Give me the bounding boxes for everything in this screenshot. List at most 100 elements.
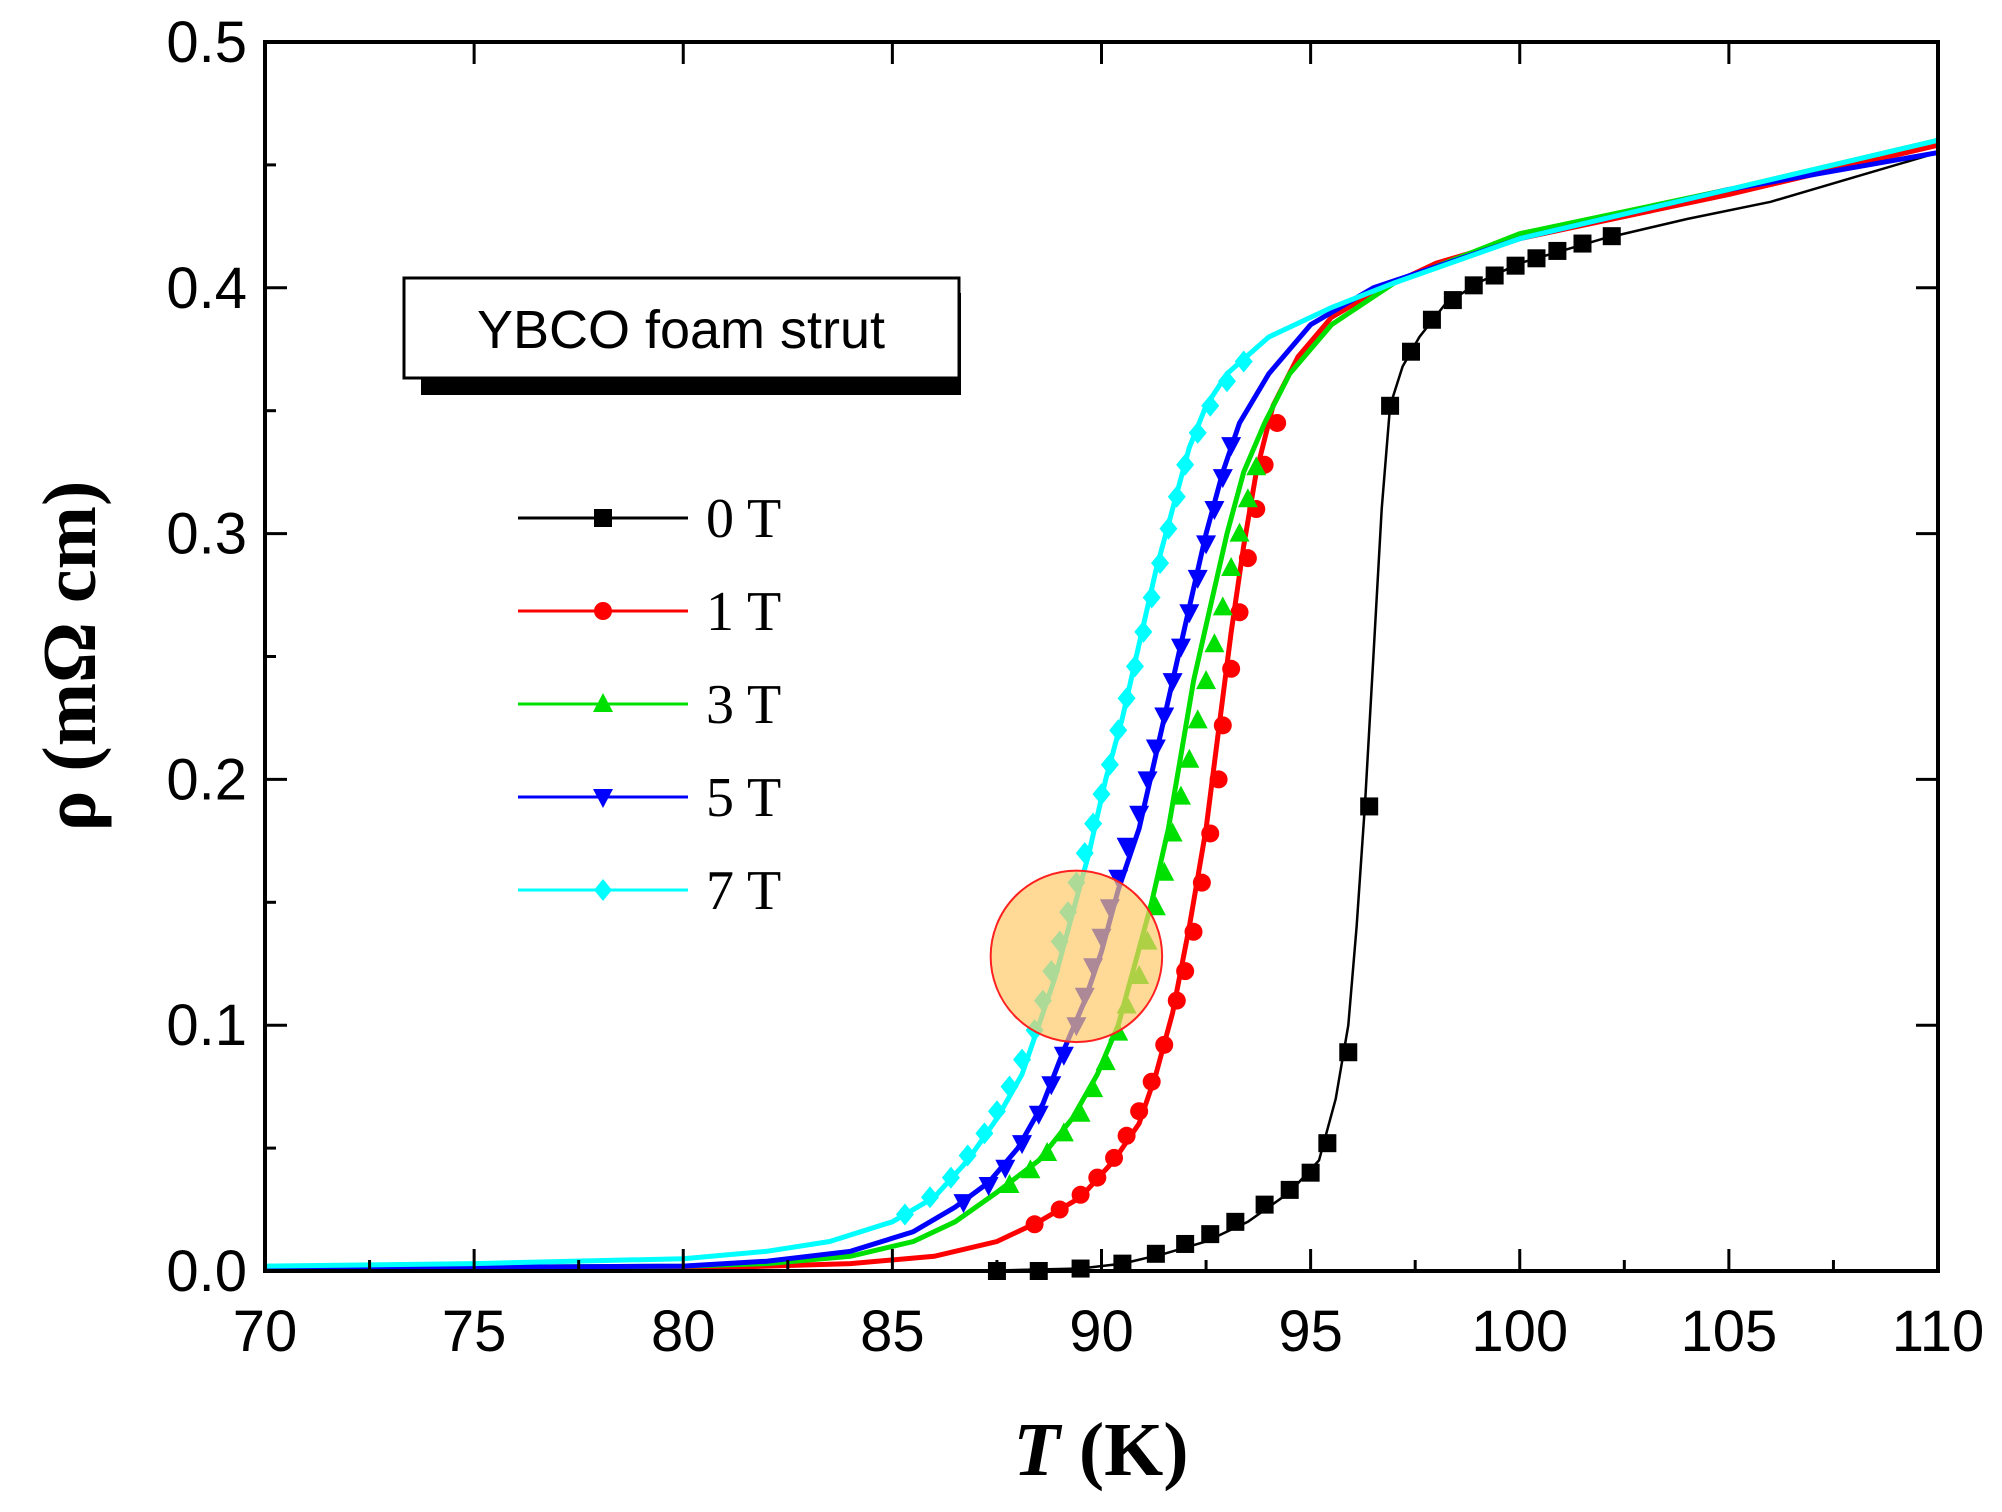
data-point [1155, 1035, 1174, 1054]
x-axis-title: T (K) [1013, 1408, 1188, 1492]
annotation-text: YBCO foam strut [477, 300, 885, 360]
data-point [1187, 569, 1208, 589]
data-point [975, 1122, 994, 1145]
highlight-layer [989, 869, 1164, 1044]
data-point [1159, 517, 1178, 540]
data-point [1170, 638, 1191, 658]
data-point [1092, 783, 1111, 806]
data-point [1109, 719, 1128, 742]
data-point [1037, 1142, 1058, 1162]
data-point [1381, 396, 1400, 415]
y-tick-label: 0.4 [166, 256, 247, 321]
data-point [1268, 413, 1287, 432]
data-point [1154, 707, 1175, 727]
data-point [1213, 716, 1232, 735]
x-tick-label: 110 [1892, 1299, 1984, 1364]
legend-label: 1 T [706, 581, 781, 643]
data-point [1176, 453, 1195, 476]
data-point [1179, 748, 1200, 768]
data-point [1176, 962, 1195, 981]
data-point [1422, 310, 1441, 329]
data-point [987, 1100, 1006, 1123]
data-point [1145, 896, 1166, 916]
data-point [1020, 1159, 1041, 1179]
data-point [1209, 770, 1228, 789]
data-point [1053, 1122, 1074, 1142]
data-point [958, 1144, 977, 1167]
data-point [1142, 586, 1161, 609]
data-point [1602, 227, 1621, 246]
highlight-circle [989, 869, 1164, 1044]
data-point [1201, 1225, 1220, 1244]
data-point [1192, 873, 1211, 892]
data-point [1050, 1200, 1069, 1219]
legend-label: 0 T [706, 488, 781, 550]
x-tick-label: 70 [233, 1299, 298, 1364]
series-1t [265, 142, 1939, 1271]
data-point [1151, 552, 1170, 575]
data-point [1184, 922, 1203, 941]
data-point [1527, 249, 1546, 268]
data-point [1548, 241, 1567, 260]
series-0t [264, 151, 1939, 1280]
data-point [1075, 842, 1094, 865]
legend: 0 T 1 T 3 T 5 T 7 T [518, 488, 781, 922]
data-point [1142, 1072, 1161, 1091]
x-tick-label: 80 [651, 1299, 716, 1364]
y-tick-label: 0.0 [166, 1239, 247, 1304]
data-point [1113, 1254, 1132, 1273]
data-point [1226, 1212, 1245, 1231]
x-axis-title-symbol: T [1013, 1408, 1062, 1492]
data-point [895, 1203, 914, 1226]
data-point [999, 1173, 1020, 1193]
data-point [1506, 256, 1525, 275]
data-point [1170, 785, 1191, 805]
data-point [1083, 1078, 1104, 1098]
data-point [1095, 1051, 1116, 1071]
data-point [1041, 1076, 1062, 1096]
x-tick-label: 90 [1069, 1299, 1134, 1364]
data-point [1238, 549, 1257, 568]
legend-marker [594, 602, 612, 620]
legend-label: 5 T [706, 767, 781, 829]
legend-marker [594, 879, 612, 901]
data-point [1084, 812, 1103, 835]
series-line [264, 150, 1939, 1271]
data-point [1179, 604, 1200, 624]
legend-label: 3 T [706, 674, 781, 736]
data-point [1230, 603, 1249, 622]
data-point [1129, 805, 1150, 825]
data-point [1137, 771, 1158, 791]
data-point [1176, 1234, 1195, 1253]
y-axis-title: ρ (mΩ cm) [28, 481, 112, 832]
data-point [1221, 437, 1242, 457]
data-point [1280, 1180, 1299, 1199]
x-tick-label: 95 [1278, 1299, 1343, 1364]
data-point [1125, 655, 1144, 678]
series-line [264, 137, 1939, 1269]
data-point [1196, 535, 1217, 555]
data-point [1012, 1135, 1033, 1155]
y-tick-label: 0.3 [166, 502, 247, 567]
data-point [1217, 370, 1236, 393]
data-point [1167, 485, 1186, 508]
data-point [1116, 837, 1137, 857]
data-point [1255, 1195, 1274, 1214]
data-point [1162, 673, 1183, 693]
x-tick-label: 100 [1471, 1299, 1568, 1364]
data-point [1105, 1148, 1124, 1167]
data-point [1339, 1043, 1358, 1062]
data-point [1070, 1102, 1091, 1122]
data-point [1196, 670, 1217, 690]
data-point [1167, 991, 1186, 1010]
data-point [1234, 350, 1253, 373]
data-point [1573, 234, 1592, 253]
data-point [953, 1194, 974, 1214]
data-point [1117, 687, 1136, 710]
data-point [1130, 1102, 1149, 1121]
data-point [1134, 620, 1153, 643]
data-point [1212, 596, 1233, 616]
legend-item: 5 T [518, 767, 781, 829]
